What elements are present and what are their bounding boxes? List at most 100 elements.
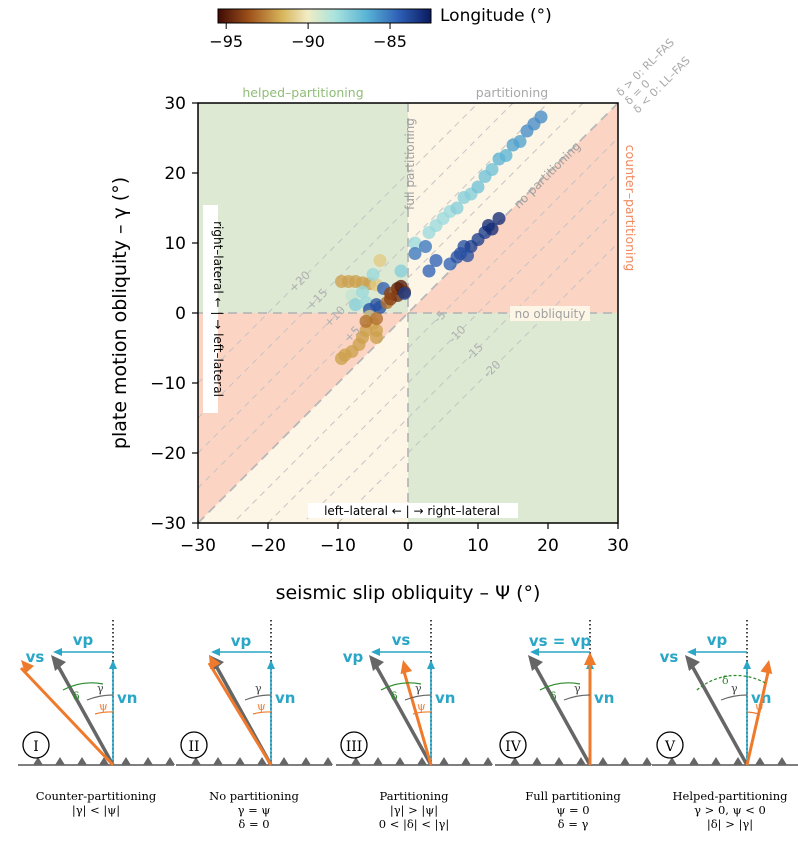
slip-arrow: [745, 667, 771, 766]
data-point: [384, 286, 397, 300]
delta-arc: [380, 682, 422, 691]
top-label-left: vs: [660, 648, 679, 666]
trench-triangle: [235, 757, 245, 765]
data-point: [359, 314, 373, 328]
psi-arc: [252, 711, 272, 715]
trench-triangle: [755, 757, 765, 765]
psi-label: ψ: [99, 700, 108, 713]
data-point: [485, 163, 499, 176]
panel-number-circle: [656, 731, 684, 759]
x-axis-label: seismic slip obliquity – Ψ (°): [276, 582, 541, 604]
gamma-label: γ: [255, 682, 262, 695]
panel-number: III: [346, 739, 363, 755]
psi-arc: [94, 711, 114, 715]
data-point: [471, 180, 485, 194]
y-tick-label: 20: [164, 164, 186, 184]
data-point: [408, 236, 422, 250]
delta-arc: [539, 682, 581, 691]
delta-label: δ: [391, 690, 398, 703]
data-point: [492, 212, 506, 225]
x-tick-label: −20: [250, 536, 286, 556]
region-helped-lower-right: [408, 313, 618, 523]
top-label-left: vp: [343, 648, 364, 666]
y-annotation: right–lateral ← | → left–lateral: [211, 221, 225, 397]
panel-number-circle: [499, 731, 527, 759]
top-label-right: vp: [73, 631, 94, 649]
no-obliquity-box: [510, 306, 590, 321]
gamma-label: γ: [731, 682, 738, 695]
panel-number: I: [33, 739, 39, 755]
data-points: [335, 110, 548, 365]
trench-triangle: [279, 757, 289, 765]
slip-arrow: [401, 667, 433, 766]
data-point: [513, 135, 527, 148]
panel-caption: |γ| < |ψ|: [72, 803, 120, 818]
panel-caption: Partitioning: [380, 789, 450, 803]
label-no-obliquity: no obliquity: [515, 307, 586, 321]
plate-motion-arrowhead: [369, 655, 384, 671]
trench-triangle: [301, 757, 311, 765]
panel-caption: 0 < |δ| < |γ|: [379, 817, 450, 832]
vn-arrowhead: [743, 660, 751, 669]
slip-arrow: [19, 666, 115, 767]
vn-label: vn: [275, 689, 295, 707]
colorbar-label: Longitude (°): [440, 6, 552, 26]
data-point: [335, 352, 348, 365]
y-tick-label: −10: [150, 374, 186, 394]
plate-motion-arrow: [373, 663, 433, 766]
top-label: vp: [231, 632, 252, 650]
x-tick-label: 10: [467, 536, 489, 556]
trench-triangle: [99, 757, 109, 765]
x-annotation: left–lateral ← | → right–lateral: [324, 504, 500, 518]
slip-arrowhead: [584, 652, 596, 665]
data-point: [461, 249, 474, 263]
trench-triangle: [257, 757, 267, 765]
one-to-one-line: [198, 103, 618, 523]
region-counter-lower: [198, 313, 408, 523]
vn-label: vn: [594, 689, 614, 707]
data-point: [394, 264, 408, 278]
colorbar-tick-label: −90: [291, 32, 325, 51]
panel-number: II: [188, 739, 199, 755]
panel-caption: δ = γ: [558, 817, 589, 831]
gamma-label: γ: [97, 682, 104, 695]
trench-triangle: [689, 757, 699, 765]
x-tick-label: −10: [320, 536, 356, 556]
y-tick-label: −20: [150, 444, 186, 464]
plate-motion-arrow: [689, 663, 749, 766]
x-tick-label: 30: [607, 536, 629, 556]
label-full-partitioning: full partitioning: [403, 118, 417, 210]
delta-arc: [696, 674, 768, 691]
colorbar-tick-label: −85: [373, 32, 407, 51]
delta-arc: [62, 682, 104, 691]
data-point: [499, 149, 513, 162]
data-point: [419, 240, 432, 253]
top-label-right: vs: [392, 631, 411, 649]
trench-triangle: [620, 757, 630, 765]
slip-arrowhead: [400, 660, 413, 675]
psi-arc: [746, 711, 760, 715]
trench-triangle: [33, 757, 43, 765]
gamma-arc: [720, 694, 748, 701]
vp-arrowhead: [530, 648, 539, 656]
slip-arrow: [207, 662, 273, 766]
gamma-label: γ: [415, 682, 422, 695]
trench-triangle: [213, 757, 223, 765]
trench-triangle: [576, 757, 586, 765]
data-point: [370, 331, 383, 344]
y-tick-label: 30: [164, 94, 186, 114]
label-helped-partitioning: helped–partitioning: [242, 85, 363, 100]
trench-triangle: [598, 757, 608, 765]
plate-motion-arrow: [532, 663, 592, 766]
colorbar: Longitude (°) −95 −90 −85: [209, 6, 551, 51]
trench-triangle: [165, 757, 175, 765]
x-tick-label: 20: [537, 536, 559, 556]
vn-arrowhead: [267, 660, 275, 669]
data-point: [450, 201, 464, 215]
trench-triangle: [191, 757, 201, 765]
data-point: [356, 285, 369, 299]
plate-motion-arrow: [55, 663, 115, 766]
